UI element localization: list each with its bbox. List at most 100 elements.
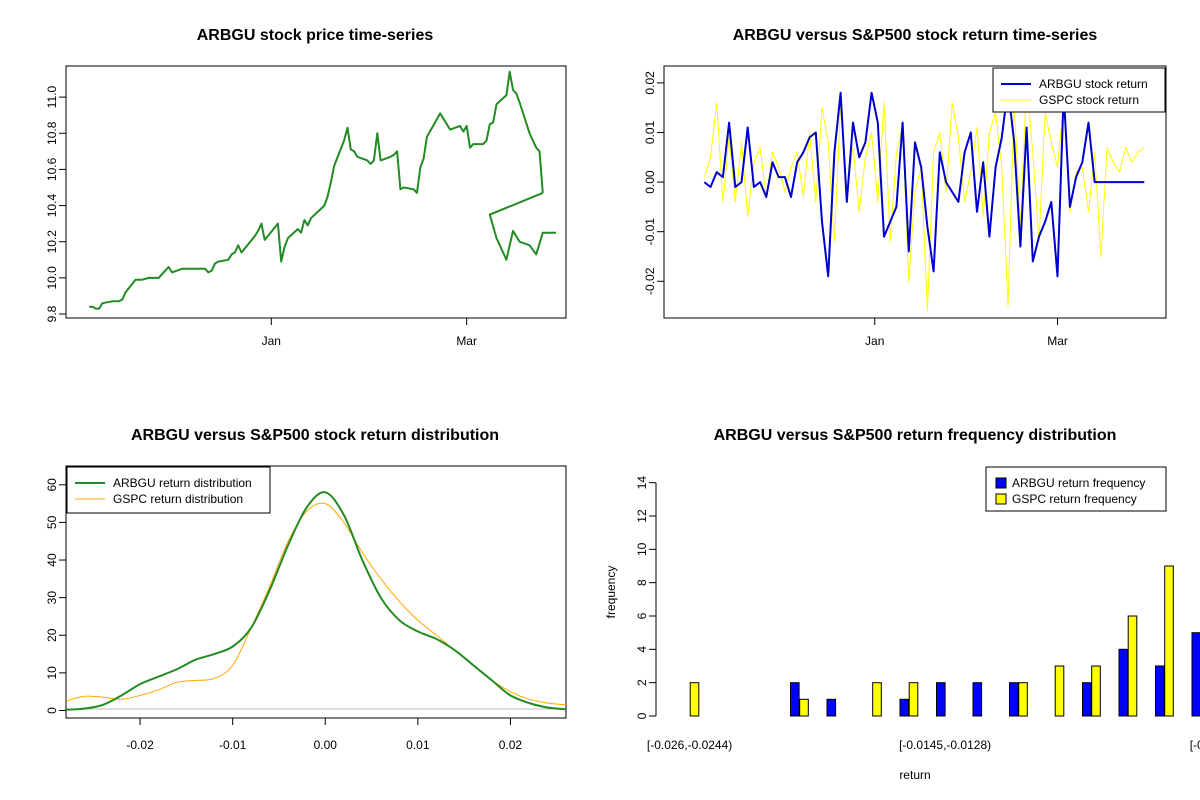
legend-label: GSPC return frequency [1012,492,1137,506]
y-axis: -0.02 -0.01 0.00 0.01 0.02 [643,71,665,295]
y-tick-label: 10.0 [45,266,59,290]
legend-box [66,466,271,514]
y-tick-label: 8 [635,579,649,586]
x-tick-label: 0.02 [499,738,523,752]
y-tick-label: 50 [45,515,59,529]
y-tick-label: 0.00 [643,170,657,194]
histogram-bar [1155,665,1165,717]
x-tick-label: -0.01 [219,738,247,752]
y-axis-label: frequency [604,566,618,619]
legend-label: ARBGU return frequency [1012,476,1145,490]
histogram-bar [1009,682,1019,717]
panel-returns: ARBGU versus S&P500 stock return time-se… [643,27,1167,348]
histogram-bar [1082,682,1092,717]
x-axis: Jan Mar [865,318,1068,348]
histogram-bar [1191,632,1200,717]
y-tick-label: 0 [45,707,59,714]
y-tick-label: 0 [635,712,649,719]
histogram-bar [1164,565,1174,717]
y-tick-label: 10 [635,542,649,556]
histogram-bar [1091,665,1101,717]
y-tick-label: 14 [635,476,649,490]
x-tick-label: Mar [456,334,477,348]
histogram-bar [826,698,837,717]
y-tick-label: 0.01 [643,120,657,144]
histogram-bar [899,698,910,717]
y-tick-label: 10.6 [45,157,59,181]
histogram-bar [1054,665,1065,717]
series-lines [703,82,1145,312]
y-tick-label: -0.02 [643,267,657,295]
panel-price: ARBGU stock price time-series 9.8 10.0 10.… [45,27,567,348]
y-axis: 0 10 20 30 40 50 60 [45,478,67,714]
x-tick-label: 0.01 [406,738,430,752]
y-tick-label: 60 [45,478,59,492]
histogram-bar [1118,648,1129,717]
arbgu-return-line [703,86,1145,278]
y-tick-label: 2 [635,679,649,686]
histogram-bar [936,682,946,717]
y-axis: 9.8 10.0 10.2 10.4 10.6 10.8 11.0 [45,86,67,322]
x-axis: Jan Mar [262,318,477,348]
histogram-bar [1018,682,1028,717]
legend: ARBGU return distribution GSPC return dis… [66,466,271,514]
chart-title: ARBGU versus S&P500 return frequency dis… [714,427,1117,444]
price-line-tail [488,191,557,261]
legend-swatch [995,493,1007,505]
y-tick-label: 10.2 [45,230,59,254]
y-tick-label: -0.01 [643,218,657,246]
x-tick-label: 0.00 [314,738,338,752]
x-tick-label: Mar [1047,334,1068,348]
histogram-bar [790,682,800,717]
arbgu-density-line [65,491,567,711]
chart-title: ARBGU stock price time-series [197,27,434,44]
legend-swatch [995,477,1007,489]
legend: ARBGU stock return GSPC stock return [992,67,1166,113]
y-axis: 0 2 4 6 8 10 12 14 [635,476,657,719]
histogram-bar [1127,615,1138,717]
x-axis: [-0.026,-0.0244) [-0.0145,-0.0128) [-0.001… [647,738,1200,752]
y-tick-label: 0.02 [643,71,657,95]
y-tick-label: 10.4 [45,194,59,218]
histogram-bar [872,682,882,717]
panel-density: ARBGU versus S&P500 stock return distrib… [45,427,567,752]
series-lines [89,70,557,310]
x-axis: -0.02 -0.01 0.00 0.01 0.02 [126,718,522,752]
price-line [89,70,544,310]
histogram-bar [972,682,983,717]
x-axis-label: return [899,768,930,782]
legend: ARBGU return frequency GSPC return freque… [985,466,1167,512]
y-tick-label: 6 [635,612,649,619]
chart-title: ARBGU versus S&P500 stock return time-se… [733,27,1098,44]
legend-label: ARBGU stock return [1039,77,1148,91]
bars [689,565,1200,717]
legend-label: GSPC return distribution [113,492,243,506]
y-tick-label: 4 [635,646,649,653]
y-tick-label: 11.0 [45,86,59,109]
x-tick-label: -0.02 [126,738,154,752]
histogram-bar [689,682,700,717]
legend-label: GSPC stock return [1039,93,1139,107]
x-tick-label: Jan [865,334,884,348]
y-tick-label: 12 [635,509,649,523]
legend-label: ARBGU return distribution [113,476,252,490]
x-tick-label: [-0.00125,0.0004) [1190,738,1200,752]
histogram-bar [908,682,919,717]
series-lines [65,491,567,711]
x-tick-label: [-0.0145,-0.0128) [899,738,991,752]
y-tick-label: 10 [45,666,59,680]
legend-box [985,466,1167,512]
chart-title: ARBGU versus S&P500 stock return distrib… [131,427,499,444]
x-tick-label: Jan [262,334,281,348]
y-tick-label: 9.8 [45,305,59,322]
panel-histogram: ARBGU versus S&P500 return frequency dis… [604,427,1200,782]
gspc-density-line [65,502,567,706]
x-tick-label: [-0.026,-0.0244) [647,738,732,752]
y-tick-label: 10.8 [45,121,59,145]
legend-box [992,67,1166,113]
y-tick-label: 30 [45,591,59,605]
y-tick-label: 20 [45,628,59,642]
histogram-bar [799,698,809,717]
y-tick-label: 40 [45,553,59,567]
